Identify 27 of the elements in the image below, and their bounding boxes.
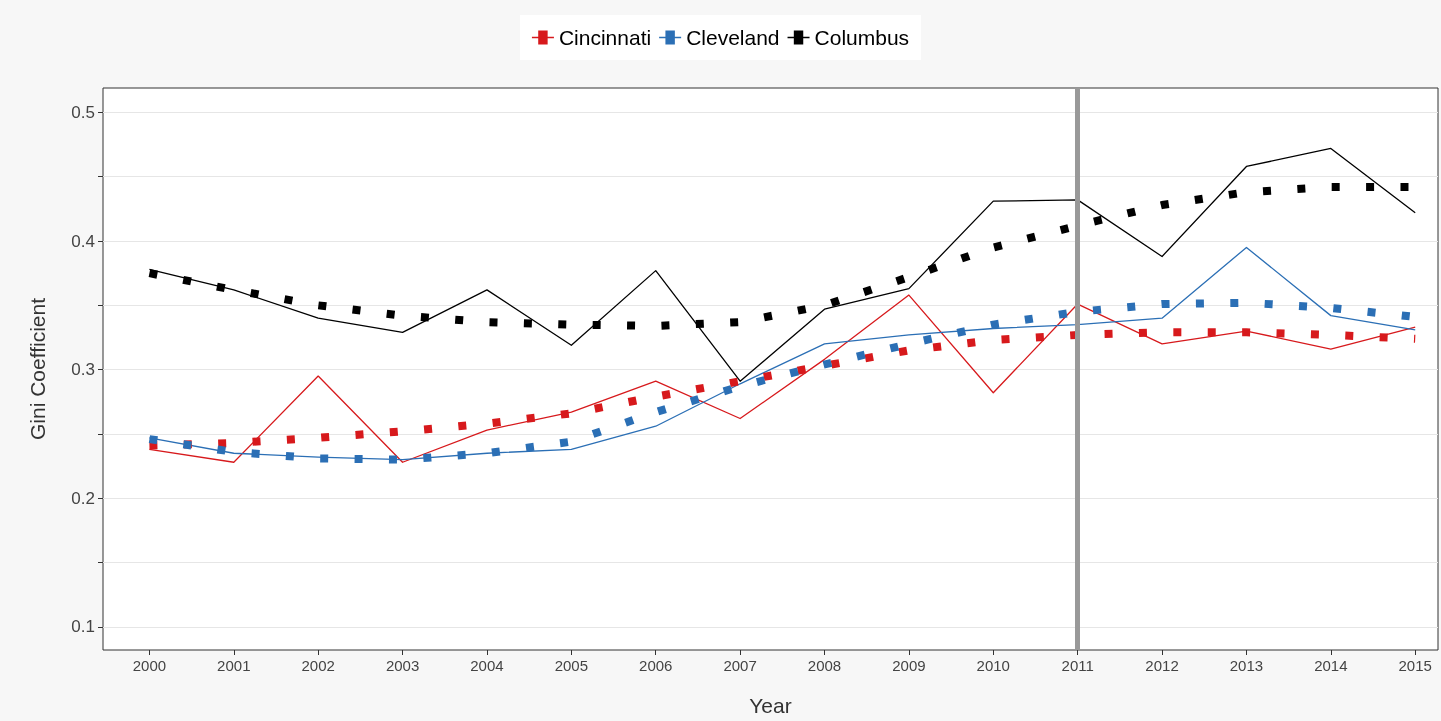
y-tick-label: 0.2 bbox=[71, 488, 95, 508]
x-tick-label: 2001 bbox=[217, 657, 251, 674]
x-tick-label: 2015 bbox=[1398, 657, 1432, 674]
x-tick-label: 2010 bbox=[976, 657, 1010, 674]
legend-label: Cincinnati bbox=[558, 26, 652, 49]
x-tick-label: 2006 bbox=[639, 657, 673, 674]
y-tick-label: 0.4 bbox=[71, 231, 95, 251]
x-tick-label: 2005 bbox=[554, 657, 589, 674]
x-tick-label: 2008 bbox=[807, 657, 842, 674]
y-tick-label: 0.5 bbox=[71, 102, 95, 122]
x-tick-label: 2012 bbox=[1145, 657, 1179, 674]
x-tick-label: 2011 bbox=[1061, 657, 1094, 674]
x-tick-label: 2002 bbox=[301, 657, 335, 674]
x-tick-label: 2004 bbox=[470, 657, 504, 674]
x-tick-label: 2003 bbox=[385, 657, 420, 674]
x-tick-label: 2013 bbox=[1229, 657, 1264, 674]
x-axis-title: Year bbox=[749, 694, 792, 717]
x-tick-label: 2009 bbox=[892, 657, 926, 674]
x-tick-label: 2014 bbox=[1314, 657, 1348, 674]
legend-label: Cleveland bbox=[686, 26, 780, 49]
line-series bbox=[148, 147, 1416, 382]
y-tick-label: 0.1 bbox=[71, 617, 95, 637]
legend-label: Columbus bbox=[814, 26, 910, 49]
y-tick-label: 0.3 bbox=[71, 360, 95, 380]
x-tick-label: 2007 bbox=[723, 657, 757, 674]
y-axis-title: Gini Coefficient bbox=[26, 297, 49, 441]
x-tick-label: 2000 bbox=[132, 657, 167, 674]
